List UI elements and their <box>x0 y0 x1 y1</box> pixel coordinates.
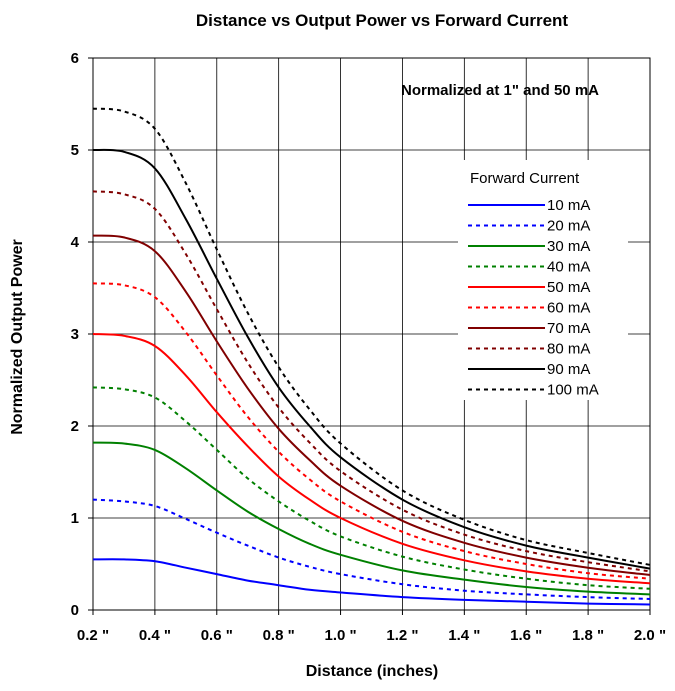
series-line-80-ma <box>92 190 651 573</box>
x-tick-label: 0.6 " <box>201 627 233 644</box>
legend-item-label: 30 mA <box>547 238 590 255</box>
legend-background <box>458 160 628 400</box>
series-line-10-ma <box>92 558 651 606</box>
legend-title: Forward Current <box>470 170 580 187</box>
y-tick-label: 2 <box>71 418 79 435</box>
x-tick-label: 2.0 " <box>634 627 666 644</box>
legend-layer: Forward Current 10 mA 20 mA 30 mA 40 mA 50 mA… <box>458 160 628 400</box>
legend-item-label: 90 mA <box>547 361 590 378</box>
legend-item-label: 100 mA <box>547 382 599 399</box>
series-line-100-ma <box>92 107 651 566</box>
x-tick-label: 0.4 " <box>139 627 171 644</box>
legend-item-label: 70 mA <box>547 320 590 337</box>
y-tick-label: 0 <box>71 602 79 619</box>
x-axis-label: Distance (inches) <box>306 663 438 680</box>
legend-item-label: 80 mA <box>547 341 590 358</box>
legend-item-label: 50 mA <box>547 279 590 296</box>
legend-item-label: 10 mA <box>547 197 590 214</box>
y-tick-label: 4 <box>71 234 80 251</box>
series-line-40-ma <box>92 386 651 590</box>
y-tick-label: 3 <box>71 326 79 343</box>
legend-item-label: 40 mA <box>547 259 590 276</box>
series-layer <box>92 107 651 606</box>
legend-item-label: 60 mA <box>547 300 590 317</box>
series-line-70-ma <box>92 234 651 576</box>
x-tick-label: 1.2 " <box>386 627 418 644</box>
x-tick-label: 1.4 " <box>448 627 480 644</box>
y-tick-label: 5 <box>71 142 79 159</box>
series-line-20-ma <box>92 498 651 600</box>
series-line-50-ma <box>92 333 651 585</box>
chart-annotation: Normalized at 1" and 50 mA <box>401 82 599 99</box>
chart-title: Distance vs Output Power vs Forward Curr… <box>196 11 569 30</box>
series-line-60-ma <box>92 282 651 580</box>
x-tick-label: 1.8 " <box>572 627 604 644</box>
series-line-30-ma <box>92 441 651 596</box>
x-tick-label: 1.0 " <box>324 627 356 644</box>
y-tick-label: 6 <box>71 50 79 67</box>
y-tick-label: 1 <box>71 510 79 527</box>
x-tick-label: 1.6 " <box>510 627 542 644</box>
legend-item-label: 20 mA <box>547 218 590 235</box>
y-axis-label: Normalized Output Power <box>9 239 26 435</box>
x-tick-label: 0.8 " <box>263 627 295 644</box>
x-tick-label: 0.2 " <box>77 627 109 644</box>
series-line-90-ma <box>92 148 651 570</box>
axes-layer: 0.2 " 0.4 " 0.6 " 0.8 " 1.0 " 1.2 " 1.4 " 1.6 "… <box>71 50 666 644</box>
